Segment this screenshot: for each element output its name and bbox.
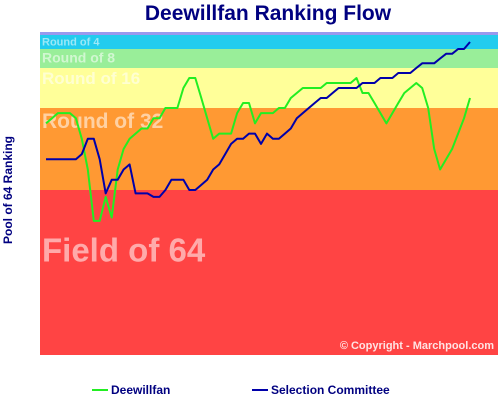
chart-title: Deewillfan Ranking Flow [145,2,392,25]
copyright-text: © Copyright - Marchpool.com [340,340,494,352]
band-field-of-64 [40,190,498,355]
y-axis-label: Pool of 64 Ranking [1,136,15,244]
band-label-round-of-4: Round of 4 [42,36,100,48]
band-label-round-of-16: Round of 16 [42,69,140,88]
legend: Deewillfan Selection Committee [92,383,390,397]
series-line-deewillfan [45,77,471,222]
series-line-selection-committee [46,41,471,198]
legend-label-selection-committee: Selection Committee [271,383,390,397]
band-round-of-4 [40,35,498,49]
legend-label-deewillfan: Deewillfan [111,383,170,397]
band-label-round-of-8: Round of 8 [42,49,115,65]
band-label-field-of-64: Field of 64 [42,231,206,268]
band-round-of-8 [40,49,498,68]
series-lines [45,41,471,222]
round-bands [40,32,498,355]
top-stripe [40,32,498,35]
